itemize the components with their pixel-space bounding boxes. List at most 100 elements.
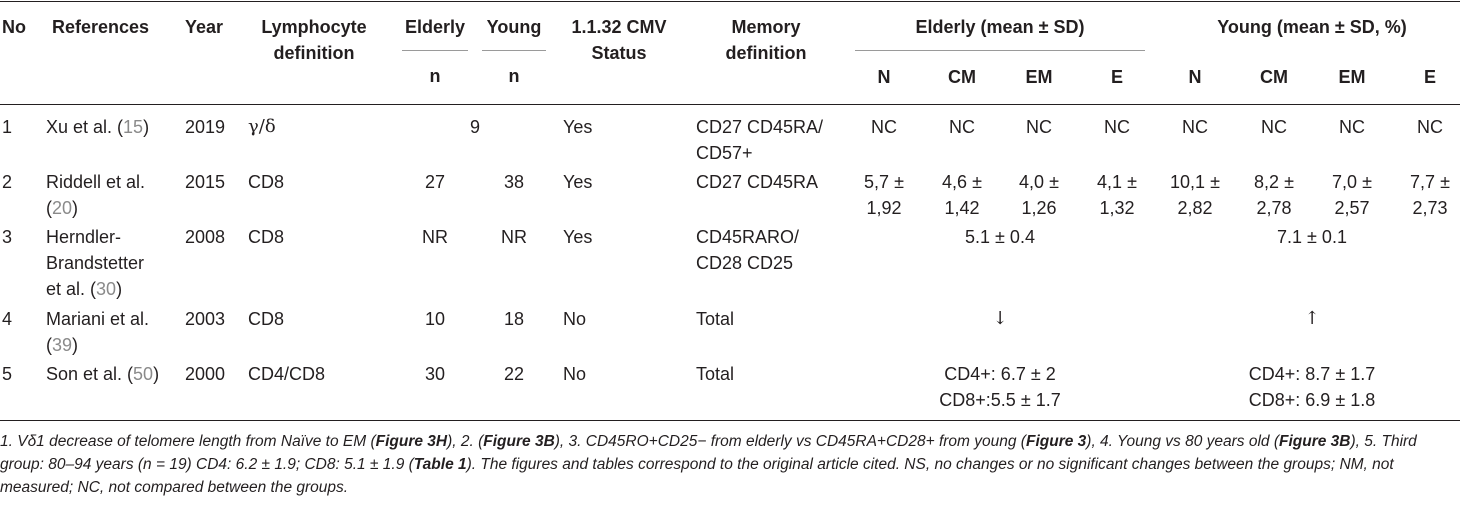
row2-elderly-CM-b: 1,42 — [944, 198, 980, 218]
row1-ref-link[interactable]: 15 — [123, 117, 144, 137]
row3-ref-link[interactable]: 30 — [96, 279, 117, 299]
row2-young-CM-a: 8,2 ± — [1254, 172, 1294, 192]
row3-memory-line1: CD45RARO/ — [696, 227, 800, 247]
row3-young-combined: 7.1 ± 0.1 — [1277, 227, 1347, 247]
row3-elderly-combined: 5.1 ± 0.4 — [965, 227, 1035, 247]
header-bottom-rule — [0, 104, 1460, 105]
header-lymphocyte-line1: Lymphocyte — [261, 17, 367, 37]
row4-n-elderly: 10 — [424, 309, 446, 329]
row2-elderly-N-a: 5,7 ± — [864, 172, 904, 192]
header-young-group: Young (mean ± SD, %) — [1217, 17, 1407, 37]
elderly-group-rule — [855, 50, 1145, 51]
row4-cmv: No — [563, 309, 587, 329]
header-young-n: n — [508, 66, 520, 86]
row1-young-CM: NC — [1261, 117, 1287, 137]
row1-elderly-E: NC — [1104, 117, 1130, 137]
row4-elderly-down-arrow: ↓ — [992, 308, 1008, 329]
row2-elderly-N-b: 1,92 — [866, 198, 902, 218]
footnote-figure-3h-link[interactable]: Figure 3H — [375, 433, 448, 450]
row4-year: 2003 — [185, 309, 226, 329]
header-references: References — [52, 17, 150, 37]
header-elderly-n: n — [429, 66, 441, 86]
row4-reference-line2: (39) — [46, 335, 79, 355]
row5-ref-link[interactable]: 50 — [133, 364, 154, 384]
row5-lymphocyte: CD4/CD8 — [248, 364, 326, 384]
row3-cmv: Yes — [563, 227, 593, 247]
row2-ref-link[interactable]: 20 — [52, 198, 73, 218]
row3-year: 2008 — [185, 227, 226, 247]
table-bottom-rule — [0, 420, 1460, 421]
row2-elderly-E-b: 1,32 — [1099, 198, 1135, 218]
row1-memory-line1: CD27 CD45RA/ — [696, 117, 824, 137]
elderly-n-rule — [402, 50, 468, 51]
row5-elderly-cd8: CD8+:5.5 ± 1.7 — [939, 390, 1061, 410]
header-elderly: Elderly — [404, 17, 466, 37]
header-no: No — [2, 17, 26, 37]
header-elderly-E: E — [1110, 67, 1124, 87]
header-elderly-EM: EM — [1025, 67, 1053, 87]
row2-young-CM-b: 2,78 — [1256, 198, 1292, 218]
row3-n-elderly: NR — [422, 227, 448, 247]
row2-young-E-b: 2,73 — [1412, 198, 1448, 218]
row2-elderly-CM-a: 4,6 ± — [942, 172, 982, 192]
header-cmv-line2: Status — [591, 43, 647, 63]
row4-ref-link[interactable]: 39 — [52, 335, 73, 355]
footnote-figure-3b-link-b[interactable]: Figure 3B — [1279, 433, 1351, 450]
row5-young-cd8: CD8+: 6.9 ± 1.8 — [1248, 390, 1376, 410]
footnote-figure-3b-link-a[interactable]: Figure 3B — [483, 433, 555, 450]
row4-memory: Total — [696, 309, 735, 329]
header-young-N: N — [1188, 67, 1202, 87]
row2-young-N-a: 10,1 ± — [1170, 172, 1220, 192]
row2-reference-line2: (20) — [46, 198, 79, 218]
header-memory-line1: Memory — [731, 17, 801, 37]
header-year: Year — [185, 17, 224, 37]
row2-year: 2015 — [185, 172, 226, 192]
row5-cmv: No — [563, 364, 587, 384]
row4-no: 4 — [2, 309, 13, 329]
row1-elderly-N: NC — [871, 117, 897, 137]
header-elderly-CM: CM — [948, 67, 976, 87]
row3-n-young: NR — [501, 227, 527, 247]
row3-reference-line2: Brandstetter — [46, 253, 145, 273]
row2-no: 2 — [2, 172, 13, 192]
row2-young-EM-a: 7,0 ± — [1332, 172, 1372, 192]
row5-n-young: 22 — [503, 364, 525, 384]
row2-young-E-a: 7,7 ± — [1410, 172, 1450, 192]
row3-memory-line2: CD28 CD25 — [696, 253, 794, 273]
header-elderly-N: N — [877, 67, 891, 87]
row5-n-elderly: 30 — [424, 364, 446, 384]
row3-no: 3 — [2, 227, 13, 247]
header-lymphocyte-line2: definition — [273, 43, 355, 63]
row1-elderly-CM: NC — [949, 117, 975, 137]
row3-reference-line1: Herndler- — [46, 227, 122, 247]
header-young-EM: EM — [1338, 67, 1366, 87]
row1-no: 1 — [2, 117, 13, 137]
row2-lymphocyte: CD8 — [248, 172, 285, 192]
row1-elderly-EM: NC — [1026, 117, 1052, 137]
row2-elderly-E-a: 4,1 ± — [1097, 172, 1137, 192]
row1-cmv: Yes — [563, 117, 593, 137]
table-top-rule — [0, 1, 1460, 2]
footnote-figure-3-link[interactable]: Figure 3 — [1025, 433, 1087, 450]
row5-young-cd4: CD4+: 8.7 ± 1.7 — [1248, 364, 1376, 384]
table-footnote: 1. Vδ1 decrease of telomere length from … — [0, 433, 1417, 496]
row2-young-EM-b: 2,57 — [1334, 198, 1370, 218]
row2-elderly-EM-b: 1,26 — [1021, 198, 1057, 218]
young-n-rule — [482, 50, 546, 51]
footnote-table-1-link[interactable]: Table 1 — [413, 456, 467, 473]
row1-memory-line2: CD57+ — [696, 143, 753, 163]
row1-n-combined: 9 — [469, 117, 481, 137]
row5-elderly-cd4: CD4+: 6.7 ± 2 — [944, 364, 1056, 384]
row2-elderly-EM-a: 4,0 ± — [1019, 172, 1059, 192]
row1-year: 2019 — [185, 117, 226, 137]
row2-memory: CD27 CD45RA — [696, 172, 819, 192]
header-young: Young — [486, 17, 542, 37]
header-cmv-line1: 1.1.32 CMV — [571, 17, 667, 37]
row4-young-up-arrow: ↑ — [1304, 308, 1320, 329]
row1-reference: Xu et al. (15) — [46, 117, 150, 137]
row2-young-N-b: 2,82 — [1177, 198, 1213, 218]
row4-lymphocyte: CD8 — [248, 309, 285, 329]
header-young-CM: CM — [1260, 67, 1288, 87]
row1-lymphocyte: γ/δ — [248, 116, 276, 137]
row3-lymphocyte: CD8 — [248, 227, 285, 247]
